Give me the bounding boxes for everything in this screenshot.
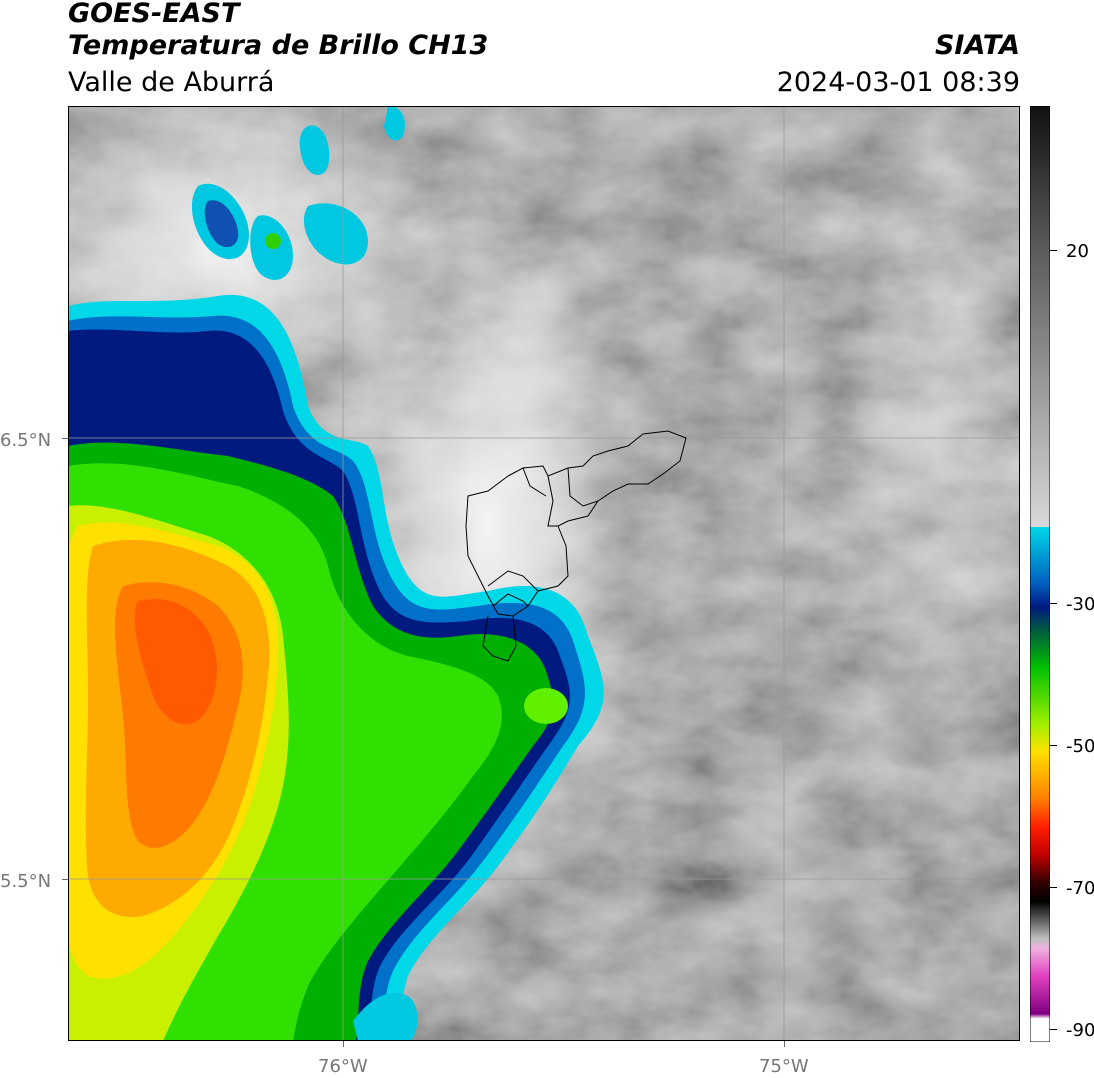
boundary-outer [465,430,687,617]
lat-tick-1 [62,438,68,439]
colorbar-gradient [1030,106,1050,1042]
cbar-tick-minus90 [1050,1029,1057,1030]
cbar-label-minus70: -70 [1066,878,1094,899]
cbar-tick-minus50 [1050,745,1057,746]
lon-tick-2 [784,1041,785,1047]
red-orange-contour [134,599,218,725]
lon-tick-1 [343,1041,344,1047]
lon-label-75w: 75°W [759,1056,809,1077]
satellite-map [68,106,1020,1041]
cbar-tick-minus30 [1050,603,1057,604]
cbar-label-20: 20 [1066,241,1089,262]
product-title: Temperatura de Brillo CH13 [68,30,489,61]
cbar-label-minus50: -50 [1066,736,1094,757]
green-cell [524,688,568,724]
colorbar [1030,106,1050,1042]
organization-label: SIATA [934,30,1020,61]
boundary-3 [522,467,547,497]
cyan-cell-3 [299,125,330,176]
boundary-6 [482,615,517,662]
satellite-title: GOES-EAST [68,0,240,29]
convective-system [68,106,604,1041]
cbar-label-minus30: -30 [1066,594,1094,615]
region-subtitle: Valle de Aburrá [68,67,275,98]
boundary-5 [492,593,529,607]
lat-label-5-5n: 5.5°N [0,871,52,892]
boundary-2 [567,467,599,507]
cyan-cell-6 [353,992,418,1041]
lat-label-6-5n: 6.5°N [0,430,52,451]
cyan-cell-4 [303,203,368,265]
cbar-tick-minus70 [1050,887,1057,888]
lon-label-76w: 76°W [318,1056,368,1077]
municipal-boundaries [465,430,687,662]
boundary-4 [487,570,539,592]
cbar-tick-20 [1050,250,1057,251]
green-cell-2 [265,233,281,249]
datetime-label: 2024-03-01 08:39 [776,67,1020,98]
blue-cell-1 [204,200,239,248]
boundary-1 [547,475,558,527]
cbar-label-minus90: -90 [1066,1020,1094,1041]
boundary-7 [482,615,489,647]
lat-tick-2 [62,879,68,880]
cyan-cell-5 [384,106,405,141]
bright-band-east [848,146,1020,746]
